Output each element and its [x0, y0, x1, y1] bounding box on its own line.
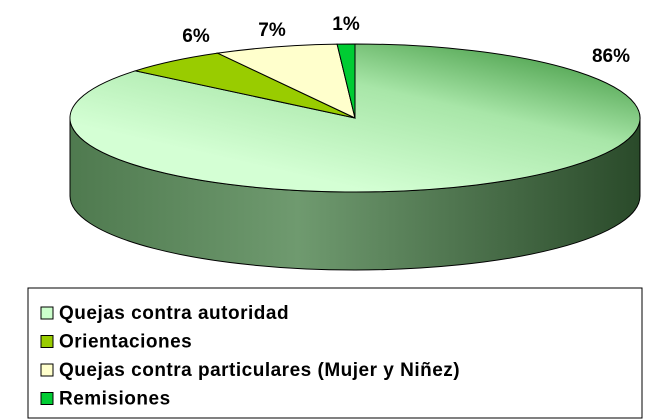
data-label: 6%	[182, 26, 210, 47]
legend-label: Quejas contra particulares (Mujer y Niñe…	[59, 360, 460, 381]
pie-slice	[336, 43, 356, 119]
legend-label: Remisiones	[59, 389, 171, 410]
data-label: 7%	[258, 20, 286, 41]
legend-label: Orientaciones	[59, 332, 192, 353]
legend-box	[27, 287, 643, 419]
legend-swatch	[40, 363, 54, 377]
pie-slice	[215, 43, 356, 119]
legend-swatch	[40, 392, 54, 405]
legend-swatch	[40, 335, 54, 348]
data-label: 1%	[332, 14, 360, 35]
data-label: 86%	[592, 46, 630, 67]
legend-swatch	[40, 306, 54, 320]
legend-label: Quejas contra autoridad	[59, 303, 289, 324]
